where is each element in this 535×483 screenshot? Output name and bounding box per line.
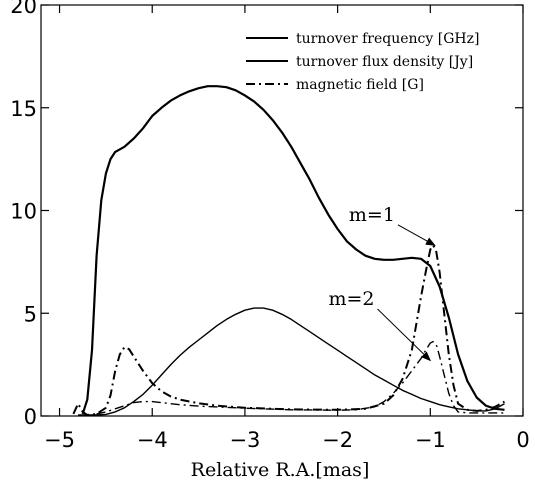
y-tick-label: 5 [24,302,37,326]
x-tick-label: 0 [516,428,529,452]
x-tick-label: −5 [44,428,75,452]
legend-label: turnover flux density [Jy] [296,54,473,70]
y-axis: 0 5 10 15 20 [10,0,523,429]
y-tick-label: 20 [10,0,37,18]
x-axis-label: Relative R.A.[mas] [191,459,370,481]
annotation-label: m=2 [329,288,375,310]
series-line-2 [78,307,505,416]
legend-label: magnetic field [G] [296,77,424,93]
x-tick-label: −1 [415,428,446,452]
series-layer [72,85,505,416]
series-line-3 [72,244,505,416]
annotation-arrow [377,308,432,362]
series-line-1 [81,85,505,415]
x-tick-label: −3 [229,428,260,452]
legend: turnover frequency [GHz] turnover flux de… [246,31,479,93]
annotation-label: m=1 [349,204,395,226]
y-tick-label: 0 [24,405,37,429]
series-line-4 [96,340,505,415]
x-tick-label: −4 [137,428,168,452]
annotation-arrow [397,224,436,246]
x-tick-label: −2 [322,428,353,452]
legend-label: turnover frequency [GHz] [296,31,479,47]
y-tick-label: 10 [10,200,37,224]
x-axis: −5 −4 −3 −2 −1 0 [44,5,530,452]
y-tick-label: 15 [10,97,37,121]
annotations: m=1 m=2 [329,204,436,362]
